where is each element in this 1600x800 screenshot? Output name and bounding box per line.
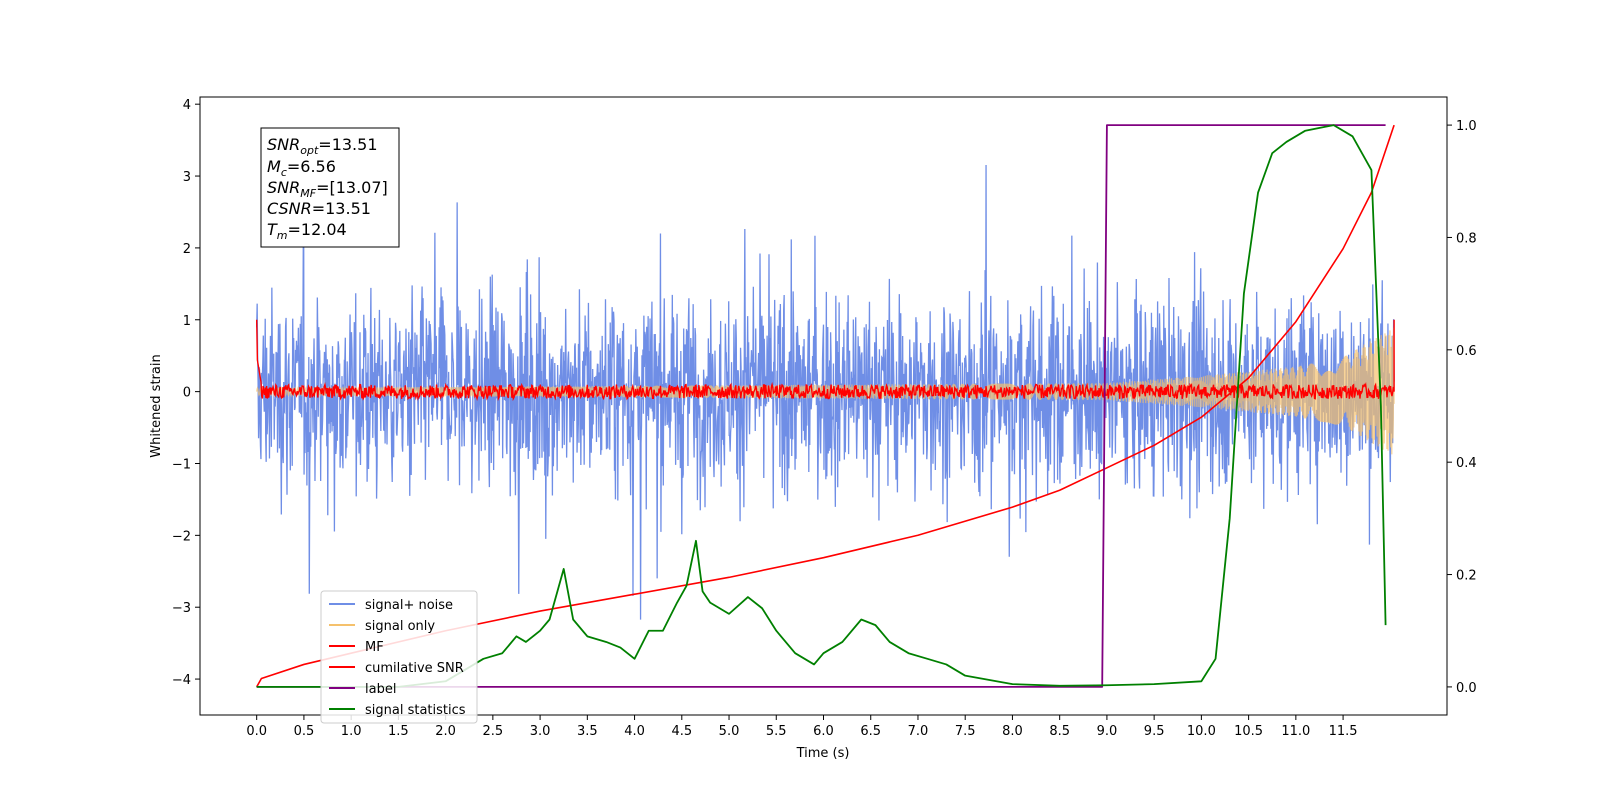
y-tick-label: −4 xyxy=(172,673,191,688)
legend-item-signal-statistics: signal statistics xyxy=(329,703,466,718)
legend-item-label: label xyxy=(329,682,396,697)
x-tick-label: 6.5 xyxy=(860,724,881,739)
y-tick-label: 2 xyxy=(183,242,191,257)
y-tick-label: −3 xyxy=(172,601,191,616)
legend: signal+ noise signal only MF cumilative … xyxy=(320,590,478,724)
x-axis-label: Time (s) xyxy=(796,746,850,761)
x-tick-label: 8.5 xyxy=(1049,724,1070,739)
x-tick-label: 5.0 xyxy=(719,724,740,739)
x-tick-label: 7.5 xyxy=(955,724,976,739)
x-tick-label: 11.5 xyxy=(1329,724,1358,739)
y-axis-left: 4 3 2 1 0 −1 −2 −3 −4 xyxy=(172,98,200,688)
y-axis-label: Whitened strain xyxy=(149,354,164,457)
legend-label: MF xyxy=(365,640,384,655)
legend-item-mf: MF xyxy=(329,640,384,655)
annotation-mc: Mc=6.56 xyxy=(267,157,336,179)
y2-tick-label: 0.4 xyxy=(1456,456,1477,471)
y-tick-label: −2 xyxy=(172,529,191,544)
x-tick-label: 3.5 xyxy=(577,724,598,739)
y-tick-label: 4 xyxy=(183,98,191,113)
x-tick-label: 4.5 xyxy=(671,724,692,739)
x-tick-label: 2.5 xyxy=(483,724,504,739)
x-axis: 0.0 0.5 1.0 1.5 2.0 2.5 3.0 3.5 4.0 4.5 5.0 5.5 6.0 6… xyxy=(246,715,1358,739)
y-tick-label: 0 xyxy=(183,386,191,401)
stats-annotation: SNRopt=13.51 Mc=6.56 SNRMF=[13.07] CSNR=… xyxy=(260,127,400,248)
y-tick-label: 3 xyxy=(183,170,191,185)
y2-tick-label: 0.2 xyxy=(1456,569,1477,584)
y2-tick-label: 1.0 xyxy=(1456,119,1477,134)
y2-tick-label: 0.6 xyxy=(1456,344,1477,359)
annotation-snr-opt: SNRopt=13.51 xyxy=(267,135,378,157)
y-tick-label: 1 xyxy=(183,314,191,329)
legend-label: signal only xyxy=(365,619,435,634)
annotation-tm: Tm=12.04 xyxy=(267,220,347,242)
x-tick-label: 5.5 xyxy=(766,724,787,739)
y2-tick-label: 0.0 xyxy=(1456,681,1477,696)
series-mf xyxy=(255,319,1395,402)
legend-item-cumulative-snr: cumilative SNR xyxy=(329,661,464,676)
x-tick-label: 9.5 xyxy=(1144,724,1165,739)
x-tick-label: 10.0 xyxy=(1187,724,1216,739)
x-tick-label: 11.0 xyxy=(1281,724,1310,739)
series-signal-noise xyxy=(256,165,1395,620)
x-tick-label: 7.0 xyxy=(908,724,929,739)
legend-item-signal-noise: signal+ noise xyxy=(329,598,453,613)
x-tick-label: 8.0 xyxy=(1002,724,1023,739)
y2-tick-label: 0.8 xyxy=(1456,231,1477,246)
x-tick-label: 9.0 xyxy=(1097,724,1118,739)
x-tick-label: 3.0 xyxy=(530,724,551,739)
y-axis-right: 1.0 0.8 0.6 0.4 0.2 0.0 xyxy=(1447,119,1477,696)
annotation-csnr: CSNR=13.51 xyxy=(267,199,371,218)
x-tick-label: 1.0 xyxy=(341,724,362,739)
x-tick-label: 4.0 xyxy=(624,724,645,739)
legend-label: signal+ noise xyxy=(365,598,453,613)
x-tick-label: 0.0 xyxy=(246,724,267,739)
annotation-box xyxy=(260,127,400,248)
x-tick-label: 6.0 xyxy=(813,724,834,739)
legend-label: signal statistics xyxy=(365,703,466,718)
y-tick-label: −1 xyxy=(172,457,191,472)
legend-item-signal-only: signal only xyxy=(329,619,435,634)
x-tick-label: 1.5 xyxy=(388,724,409,739)
series-label xyxy=(256,124,1386,688)
legend-box xyxy=(320,590,478,724)
series-signal-statistics xyxy=(256,124,1387,688)
annotation-snr-mf: SNRMF=[13.07] xyxy=(267,178,388,200)
x-tick-label: 2.0 xyxy=(435,724,456,739)
legend-label: cumilative SNR xyxy=(365,661,464,676)
legend-label: label xyxy=(365,682,396,697)
x-tick-label: 0.5 xyxy=(294,724,315,739)
x-tick-label: 10.5 xyxy=(1234,724,1263,739)
